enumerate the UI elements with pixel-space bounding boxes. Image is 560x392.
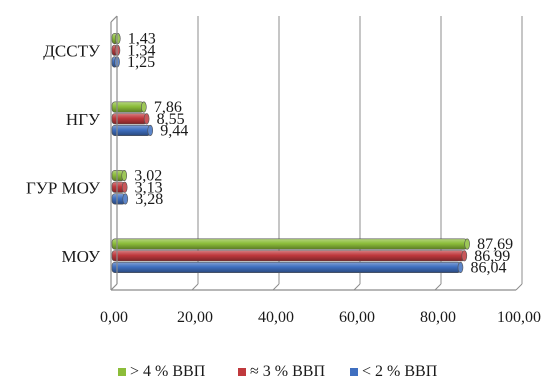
bar-end-cap (147, 124, 154, 136)
label-layer: 0,00 20,00 40,00 60,00 80,00 100,00МОУ87,6986… (26, 31, 541, 326)
data-label: 8,55 (157, 111, 185, 128)
data-label: 9,44 (160, 122, 188, 139)
legend-item: < 2 % ВВП (350, 363, 438, 380)
data-label: 3,02 (134, 168, 162, 185)
legend-swatch (118, 368, 126, 376)
data-label: 87,69 (477, 236, 513, 253)
x-tick-label: 40,00 (258, 309, 294, 326)
axis-layer (110, 15, 516, 291)
x-tick-label: 0,00 (100, 309, 128, 326)
bar-end-cap (141, 101, 147, 113)
bar (111, 261, 461, 274)
category-label: МОУ (62, 247, 101, 266)
category-label: ГУР МОУ (26, 178, 101, 197)
bar (111, 238, 468, 250)
data-label: 3,13 (135, 179, 163, 196)
legend: > 4 % ВВП ≈ 3 % ВВП < 2 % ВВП (118, 363, 438, 380)
gridline (272, 283, 280, 291)
bar-end-cap (461, 250, 468, 262)
data-label: 1,25 (127, 54, 155, 71)
x-tick-label: 60,00 (339, 309, 375, 326)
legend-label: < 2 % ВВП (362, 363, 438, 380)
legend-item: > 4 % ВВП (118, 363, 206, 380)
bar (111, 124, 151, 136)
gridline (515, 283, 523, 291)
data-label: 1,43 (128, 31, 156, 48)
category-label: ДССТУ (43, 41, 101, 60)
gridline (353, 283, 361, 291)
legend-item: ≈ 3 % ВВП (238, 363, 325, 380)
bar-end-cap (122, 193, 129, 205)
bar-end-cap (121, 181, 128, 193)
legend-swatch (238, 368, 246, 376)
x-tick-label: 100,00 (497, 309, 541, 326)
bar-end-cap (464, 238, 470, 250)
gridline (434, 283, 442, 291)
bar-end-cap (121, 170, 128, 182)
category-label: НГУ (66, 110, 101, 129)
floor-edge-line (110, 283, 118, 291)
data-label: 86,04 (470, 259, 506, 276)
data-label: 1,34 (127, 42, 155, 59)
x-tick-label: 20,00 (177, 309, 213, 326)
x-tick-label: 80,00 (420, 309, 456, 326)
gridline (191, 283, 199, 291)
axis-corner-line (110, 15, 118, 23)
legend-label: > 4 % ВВП (130, 363, 206, 380)
bar-end-cap (143, 113, 150, 125)
data-label: 7,86 (154, 99, 182, 116)
legend-swatch (350, 368, 358, 376)
bar (111, 250, 465, 262)
data-label: 3,28 (135, 191, 163, 208)
bar-end-cap (114, 32, 121, 45)
bar-end-cap (457, 261, 464, 274)
grid-layer (191, 16, 523, 291)
legend-label: ≈ 3 % ВВП (250, 363, 325, 380)
bar-layer (111, 32, 470, 274)
data-label: 86,99 (474, 248, 510, 265)
